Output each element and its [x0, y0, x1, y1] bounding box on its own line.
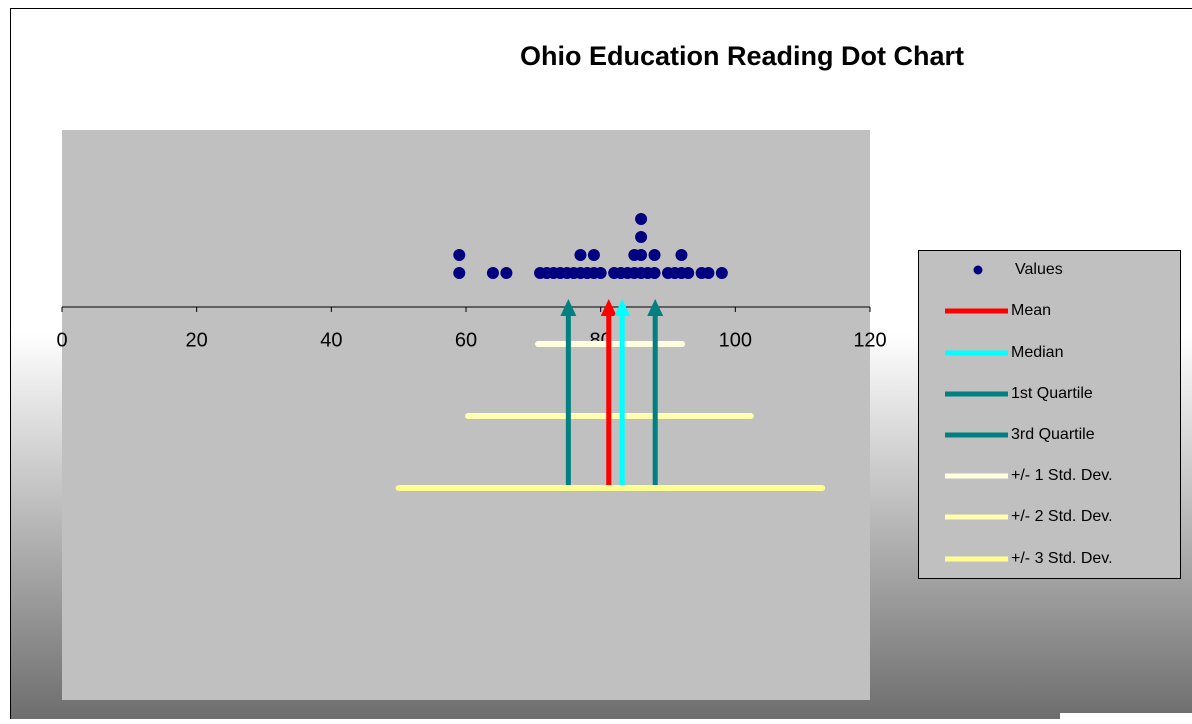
x-tick-label: 0	[56, 329, 67, 351]
corner	[1060, 713, 1192, 719]
data-dot	[635, 231, 647, 243]
data-dot	[453, 267, 465, 279]
x-tick-label: 60	[455, 329, 477, 351]
x-tick-label: 40	[320, 329, 342, 351]
data-dot	[649, 249, 661, 261]
x-tick-label: 20	[186, 329, 208, 351]
legend-label: +/- 3 Std. Dev.	[1011, 550, 1113, 567]
legend-symbol	[974, 266, 983, 275]
data-dot	[588, 249, 600, 261]
data-dot	[649, 267, 661, 279]
data-dot	[635, 249, 647, 261]
legend-label: 1st Quartile	[1011, 385, 1093, 402]
data-dot	[716, 267, 728, 279]
legend-label: Median	[1011, 344, 1063, 361]
x-tick-label: 120	[853, 329, 886, 351]
data-dot	[487, 267, 499, 279]
legend-label: +/- 2 Std. Dev.	[1011, 508, 1113, 525]
legend-label: +/- 1 Std. Dev.	[1011, 467, 1113, 484]
data-dot	[702, 267, 714, 279]
data-dot	[595, 267, 607, 279]
legend	[919, 251, 1181, 579]
data-dot	[574, 249, 586, 261]
x-tick-label: 100	[719, 329, 752, 351]
data-dot	[675, 249, 687, 261]
chart-title: Ohio Education Reading Dot Chart	[520, 41, 964, 71]
legend-label: 3rd Quartile	[1011, 426, 1095, 443]
legend-label: Values	[1015, 261, 1063, 278]
data-dot	[635, 213, 647, 225]
data-dot	[453, 249, 465, 261]
data-dot	[682, 267, 694, 279]
legend-label: Mean	[1011, 302, 1051, 319]
data-dot	[500, 267, 512, 279]
